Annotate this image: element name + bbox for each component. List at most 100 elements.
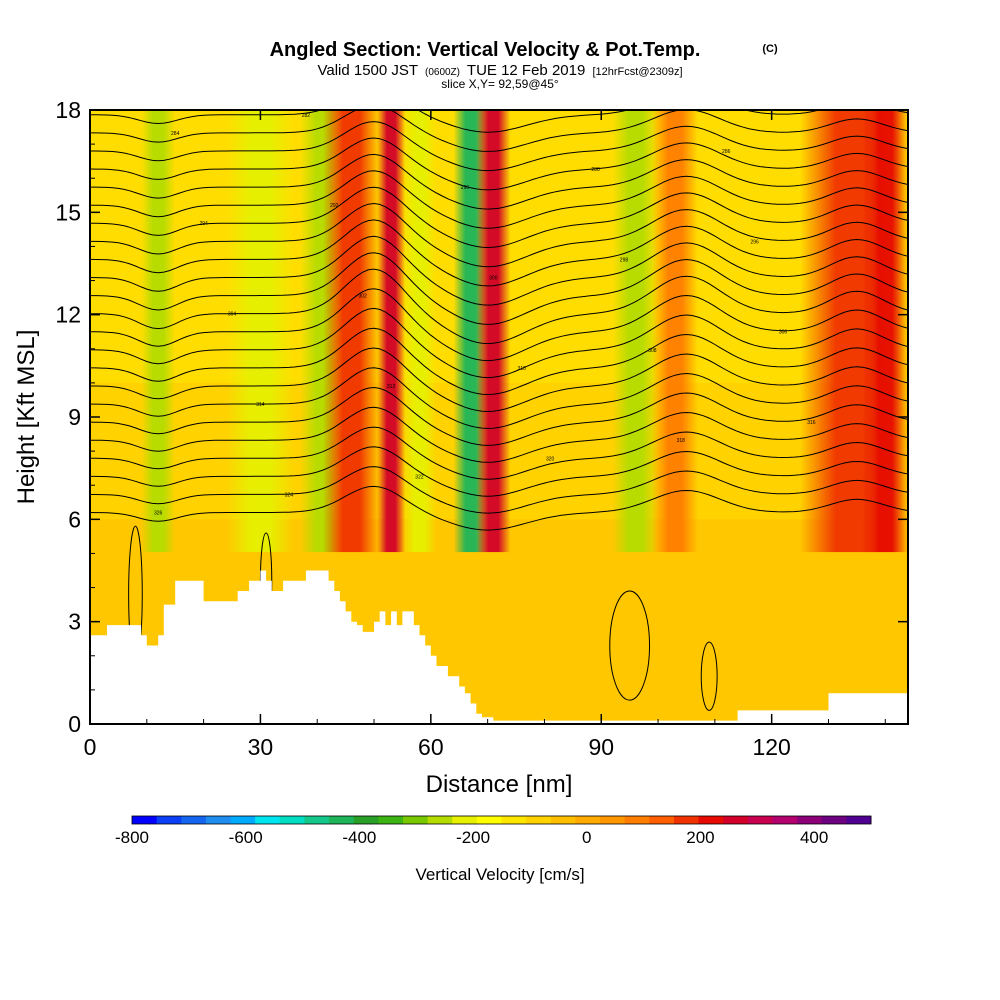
- colorbar-swatch: [378, 816, 404, 824]
- isentrope-label: 290: [461, 185, 470, 191]
- velocity-column-3: [322, 110, 380, 553]
- colorbar-swatch: [649, 816, 675, 824]
- isentrope-label: 322: [415, 474, 424, 480]
- y-tick-label: 15: [55, 199, 81, 225]
- terrain-mask: [90, 570, 908, 724]
- colorbar-swatch: [723, 816, 749, 824]
- isentrope-line: [90, 110, 908, 152]
- colorbar-swatch: [501, 816, 527, 824]
- isentrope-line: [90, 137, 908, 191]
- y-tick-label: 0: [68, 711, 81, 737]
- isentrope-label: 318: [677, 438, 686, 444]
- isentrope-line: [90, 186, 908, 249]
- isentrope-label: 312: [387, 384, 396, 390]
- valid-time-line: Valid 1500 JST (0600Z) TUE 12 Feb 2019 […: [317, 62, 682, 79]
- y-axis: 0 3 6 9 12 15 18: [55, 97, 908, 737]
- colorbar-swatch: [772, 816, 798, 824]
- colorbar-swatch: [476, 816, 502, 824]
- isentrope-line: [90, 170, 908, 229]
- isentrope-line: [90, 327, 908, 396]
- isentrope-line: [90, 268, 908, 345]
- colorbar-swatch: [156, 816, 182, 824]
- isentrope-line: [90, 406, 908, 463]
- x-tick-label: 120: [752, 734, 790, 760]
- isentrope-line: [90, 121, 908, 172]
- isentrope-line: [90, 153, 908, 210]
- colorbar-label: Vertical Velocity [cm/s]: [415, 865, 584, 884]
- isentrope-line: [90, 347, 908, 413]
- plot-area: 3263243223203183163143123103083063043023…: [90, 110, 908, 724]
- isentrope-label: 326: [154, 511, 163, 517]
- x-tick-label: 90: [588, 734, 614, 760]
- isentrope-label: 316: [807, 420, 816, 426]
- isentrope-label: 314: [256, 402, 265, 408]
- colorbar-swatch: [452, 816, 478, 824]
- isentrope-line: [90, 307, 908, 379]
- colorbar-swatch: [797, 816, 823, 824]
- isentrope-line: [90, 426, 908, 480]
- velocity-column-0: [141, 110, 176, 553]
- y-tick-label: 3: [68, 609, 81, 635]
- isentrope-line: [90, 202, 908, 268]
- colorbar-swatch: [205, 816, 232, 824]
- isentrope-line: [90, 367, 908, 429]
- valid-utc: (0600Z): [425, 67, 460, 78]
- isentrope-label: 298: [620, 257, 629, 263]
- colorbar-swatch: [600, 816, 626, 824]
- colorbar: -800 -600 -400 -200 0 200 400: [115, 815, 872, 847]
- isentrope-label: 300: [489, 275, 498, 281]
- colorbar-tick-label: -800: [115, 828, 149, 847]
- isentrope-label: 320: [546, 456, 555, 462]
- colorbar-tick-label: -200: [456, 828, 490, 847]
- colorbar-tick-label: 200: [686, 828, 714, 847]
- colorbar-tick-label: 0: [582, 828, 591, 847]
- forecast-info: [12hrFcst@2309z]: [592, 66, 682, 78]
- x-tick-label: 60: [418, 734, 444, 760]
- colorbar-swatch: [747, 816, 773, 824]
- isentrope-label: 282: [302, 113, 311, 119]
- velocity-column-4: [376, 110, 406, 553]
- colorbar-swatch: [624, 816, 650, 824]
- colorbar-swatch: [427, 816, 453, 824]
- isentrope-line: [90, 386, 908, 446]
- isentrope-label: 286: [722, 149, 731, 155]
- colorbar-tick-label: -400: [342, 828, 376, 847]
- velocity-column-8: [612, 110, 659, 553]
- low-level-contour: [609, 590, 651, 701]
- colorbar-swatch: [550, 816, 576, 824]
- colorbar-swatch: [329, 816, 355, 824]
- valid-prefix: Valid 1500 JST: [317, 62, 417, 79]
- isentrope-label: 306: [779, 330, 788, 336]
- chart-title: Angled Section: Vertical Velocity & Pot.…: [270, 39, 701, 61]
- isentrope-line: [90, 219, 908, 287]
- x-tick-label: 30: [248, 734, 274, 760]
- x-axis-label: Distance [nm]: [426, 771, 573, 798]
- colorbar-swatch: [230, 816, 256, 824]
- isentrope-label: 296: [750, 239, 759, 245]
- isentrope-label: 294: [199, 221, 208, 227]
- colorbar-tick-label: -600: [229, 828, 263, 847]
- isentrope-label: 308: [648, 348, 657, 354]
- colorbar-swatch: [821, 816, 847, 824]
- x-tick-label: 0: [84, 734, 97, 760]
- isentrope-line: [90, 466, 908, 514]
- isentrope-line: [90, 235, 908, 306]
- colorbar-swatch: [673, 816, 700, 824]
- y-tick-label: 9: [68, 404, 81, 430]
- y-tick-label: 6: [68, 506, 81, 532]
- copyright-mark: (C): [762, 43, 778, 55]
- isentrope-label: 292: [330, 203, 339, 209]
- colorbar-frame: [131, 815, 872, 825]
- isentrope-label: 288: [591, 167, 600, 173]
- y-axis-label: Height [Kft MSL]: [13, 330, 40, 505]
- colorbar-swatch: [846, 816, 872, 824]
- colorbar-swatch: [526, 816, 552, 824]
- velocity-column-7: [476, 110, 511, 553]
- isentrope-line: [90, 252, 908, 325]
- valid-date: TUE 12 Feb 2019: [467, 62, 585, 79]
- colorbar-swatch: [279, 816, 305, 824]
- colorbar-swatch: [353, 816, 379, 824]
- colorbar-swatch: [181, 816, 207, 824]
- isentrope-line: [90, 446, 908, 497]
